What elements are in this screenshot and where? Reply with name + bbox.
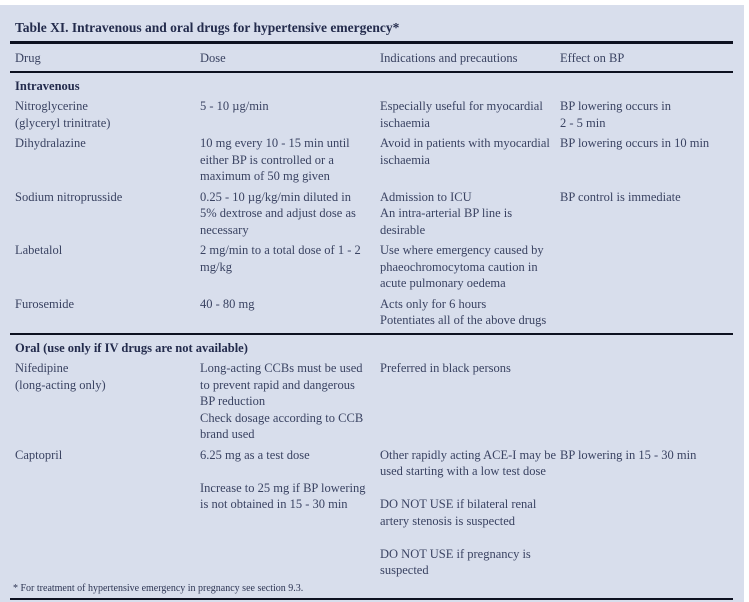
column-header-effect: Effect on BP (560, 44, 733, 73)
cell-indications: Avoid in patients with myocardial ischae… (380, 136, 550, 167)
column-header-dose: Dose (200, 44, 380, 73)
cell-dose: 10 mg every 10 - 15 min until either BP … (200, 136, 350, 183)
section-header-oral: Oral (use only if IV drugs are not avail… (10, 332, 733, 360)
table-row: Nitroglycerine (glyceryl trinitrate) 5 -… (10, 98, 733, 135)
cell-effect: BP lowering in 15 - 30 min (560, 447, 697, 462)
cell-effect (560, 242, 733, 296)
cell-dose: 5 - 10 µg/min (200, 99, 269, 113)
cell-drug: Furosemide (15, 296, 75, 311)
cell-effect: BP control is immediate (560, 189, 681, 204)
cell-drug: Sodium nitroprusside (15, 189, 123, 204)
table-row: Captopril 6.25 mg as a test dose Increas… (10, 447, 733, 583)
section-header-label: Oral (use only if IV drugs are not avail… (10, 332, 733, 360)
cell-indications: Other rapidly acting ACE-I may be used s… (380, 447, 556, 578)
cell-dose: 40 - 80 mg (200, 296, 255, 311)
cell-drug: Nifedipine (long-acting only) (15, 361, 106, 392)
table-row: Sodium nitroprusside 0.25 - 10 µg/kg/min… (10, 189, 733, 243)
cell-drug: Nitroglycerine (glyceryl trinitrate) (15, 99, 111, 130)
footnote-container: * For treatment of hypertensive emergenc… (10, 583, 733, 600)
cell-drug: Captopril (15, 447, 63, 462)
cell-indications: Especially useful for myocardial ischaem… (380, 99, 543, 130)
table-row: Nifedipine (long-acting only) Long-actin… (10, 360, 733, 447)
cell-dose: 0.25 - 10 µg/kg/min diluted in 5% dextro… (200, 189, 356, 237)
cell-dose: 6.25 mg as a test dose Increase to 25 mg… (200, 447, 366, 512)
footnote: * For treatment of hypertensive emergenc… (13, 582, 304, 594)
cell-effect (560, 360, 733, 447)
cell-indications: Preferred in black persons (380, 361, 511, 375)
column-header-row: Drug Dose Indications and precautions Ef… (10, 44, 733, 73)
table-title: Table XI. Intravenous and oral drugs for… (10, 17, 733, 44)
column-header-indications: Indications and precautions (380, 44, 560, 73)
drug-table: Drug Dose Indications and precautions Ef… (10, 44, 733, 583)
cell-drug: Dihydralazine (15, 136, 86, 150)
table-card: Table XI. Intravenous and oral drugs for… (0, 5, 744, 602)
section-header-intravenous: Intravenous (10, 72, 733, 99)
cell-dose: 2 mg/min to a total dose of 1 - 2 mg/kg (200, 243, 361, 274)
cell-effect: BP lowering occurs in 2 - 5 min (560, 99, 671, 130)
cell-dose: Long-acting CCBs must be used to prevent… (200, 361, 364, 441)
column-header-drug: Drug (10, 44, 200, 73)
cell-indications: Acts only for 6 hours Potentiates all of… (380, 296, 547, 328)
cell-indications: Use where emergency caused by phaeochrom… (380, 243, 544, 290)
table-row: Dihydralazine 10 mg every 10 - 15 min un… (10, 135, 733, 189)
table-row: Furosemide 40 - 80 mg Acts only for 6 ho… (10, 296, 733, 334)
section-header-label: Intravenous (15, 78, 80, 93)
cell-indications: Admission to ICU An intra-arterial BP li… (380, 189, 513, 237)
cell-drug: Labetalol (15, 243, 63, 257)
cell-effect (560, 296, 733, 334)
cell-effect: BP lowering occurs in 10 min (560, 136, 710, 150)
table-row: Labetalol 2 mg/min to a total dose of 1 … (10, 242, 733, 296)
